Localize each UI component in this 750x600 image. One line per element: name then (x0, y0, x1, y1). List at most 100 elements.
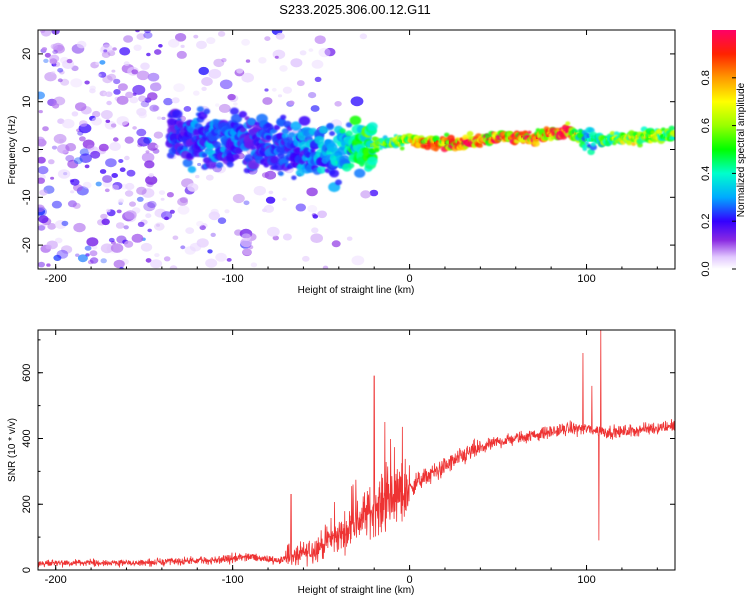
spectrogram-noise-blob (38, 156, 46, 164)
spectrogram-noise-blob (277, 94, 283, 98)
spectrogram-noise-blob (308, 48, 314, 52)
spectrogram-noise-blob (136, 128, 147, 137)
spectrogram-noise-blob (144, 160, 155, 169)
spectrogram-noise-blob (253, 185, 266, 196)
spectrogram-noise-blob (136, 33, 146, 40)
spectrogram-noise-blob (113, 259, 125, 269)
spectrogram-noise-blob (302, 255, 310, 262)
spectrogram-noise-blob (54, 237, 63, 244)
spectrogram-noise-blob (105, 91, 113, 97)
spectrogram-noise-blob (51, 145, 58, 150)
spectrogram-noise-blob (105, 119, 111, 124)
spectrogram-noise-blob (101, 51, 111, 58)
spectrogram-noise-blob (135, 30, 140, 33)
spectrogram-noise-blob (140, 100, 150, 108)
spectrogram-noise-blob (62, 118, 75, 129)
spectrogram-ridge-blob (278, 171, 284, 177)
spectrogram-ridge-blob (668, 125, 675, 131)
spectrogram-ridge-blob (329, 169, 340, 178)
spectrogram-noise-blob (296, 80, 305, 87)
spectrogram-ridge-blob (168, 118, 178, 126)
spectrogram-noise-blob (221, 58, 227, 63)
spectrogram-ridge-blob (584, 141, 590, 145)
spectrogram-noise-blob (242, 247, 253, 256)
spectrogram-noise-blob (158, 44, 163, 48)
snr-panel: -200 -100 0 100 0 200 400 600 Height of straig… (7, 329, 676, 596)
spectrogram-noise-blob (210, 208, 219, 216)
spectrogram-noise-blob (117, 199, 124, 205)
spectrogram-noise-blob (154, 222, 165, 231)
spectrogram-noise-blob (104, 188, 110, 193)
spectrogram-noise-blob (242, 248, 252, 257)
spectrogram-ridge-blob (631, 141, 636, 146)
spectrogram-ridge-blob (238, 111, 247, 118)
spectrogram-noise-blob (116, 95, 129, 105)
spectrogram-noise-blob (100, 243, 114, 254)
spectrogram-noise-blob (236, 68, 244, 74)
spectrogram-noise-blob (147, 92, 158, 101)
spectrogram-noise-blob (197, 162, 202, 167)
snr-y-tick-label: 200 (21, 495, 33, 513)
spectrogram-noise-blob (215, 103, 220, 107)
spectrogram-noise-blob (67, 159, 79, 169)
spectrogram-noise-blob (82, 139, 95, 149)
spectrogram-noise-blob (38, 204, 45, 213)
spectrogram-noise-blob (118, 201, 123, 205)
colorbar-tick-label: 0.2 (700, 214, 712, 229)
spectrogram-ridge-blob (326, 122, 334, 129)
spectrogram-ridge-blob (626, 140, 633, 146)
spectrogram-noise-blob (308, 92, 317, 99)
spectrogram-noise-blob (101, 218, 110, 226)
spectrogram-noise-blob (38, 261, 45, 268)
spectrogram-ridge-blob (466, 131, 474, 137)
spectrogram-ridge-blob (655, 128, 663, 135)
spectrogram-ridge-blob (574, 129, 579, 134)
spectrogram-ridge-core (374, 142, 377, 147)
spectrogram-noise-blob (92, 110, 101, 118)
colorbar-tick-label: 0.4 (700, 166, 712, 181)
spectrogram-noise-blob (72, 202, 81, 209)
spectrogram-noise-blob (111, 173, 118, 178)
spectrogram-noise-blob (241, 233, 252, 241)
spectrogram-noise-blob (38, 110, 43, 114)
spectrogram-noise-blob (89, 257, 99, 264)
spectrogram-noise-blob (154, 82, 160, 86)
spectrogram-noise-blob (232, 193, 245, 204)
snr-y-tick-label: 600 (21, 364, 33, 382)
spectrogram-noise-blob (311, 213, 317, 217)
spectrogram-ridge-blob (265, 135, 272, 140)
spectrogram-ridge-blob (230, 113, 243, 124)
spectrogram-ridge-core (574, 131, 577, 135)
spectrogram-noise-blob (108, 237, 115, 243)
spectrogram-noise-blob (241, 38, 251, 46)
spectrogram-noise-blob (129, 201, 136, 207)
spectrogram-noise-blob (177, 197, 189, 206)
spectrogram-ridge-blob (294, 147, 302, 154)
spectrogram-noise-blob (205, 258, 218, 268)
spectrogram-noise-blob (131, 69, 138, 75)
spectrogram-noise-blob (261, 172, 270, 178)
spectrogram-noise-blob (171, 97, 180, 104)
spectrogram-ridge-core (434, 140, 437, 145)
spectrogram-noise-blob (113, 137, 119, 142)
spectrogram-ridge-blob (478, 144, 483, 148)
spectrogram-noise-blob (92, 245, 98, 250)
spectrogram-ridge-blob (532, 140, 540, 147)
spectrogram-noise-blob (39, 30, 46, 33)
spectrogram-ridge-blob (345, 122, 353, 128)
colorbar-gradient (712, 30, 736, 269)
spectrogram-noise-blob (149, 104, 159, 112)
spectrogram-noise-blob (173, 83, 185, 92)
spectrogram-noise-blob (70, 78, 83, 88)
spectrogram-ridge-blob (187, 166, 197, 173)
spectrogram-noise-blob (176, 50, 187, 59)
spectrogram-ridge-core (584, 137, 587, 141)
spectrogram-noise-blob (141, 152, 155, 163)
spectrogram-ridge-blob (200, 146, 206, 150)
spectrogram-noise-blob (38, 149, 43, 154)
spectrogram-noise-blob (158, 190, 166, 196)
spectrogram-y-tick-label: -20 (21, 237, 33, 253)
spectrogram-noise-blob (250, 262, 258, 268)
spectrogram-noise-blob (234, 229, 243, 236)
